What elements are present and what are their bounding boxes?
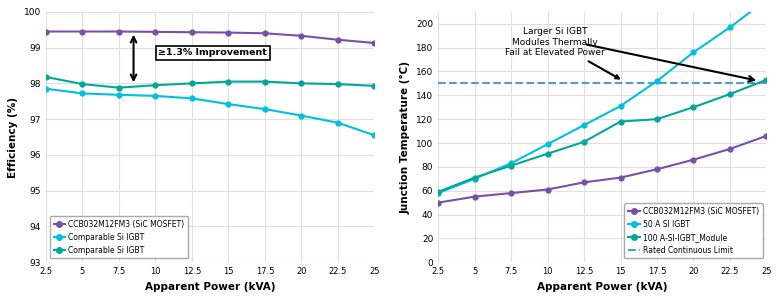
X-axis label: Apparent Power (kVA): Apparent Power (kVA) xyxy=(145,282,275,292)
Y-axis label: Efficiency (%): Efficiency (%) xyxy=(9,97,19,178)
X-axis label: Apparent Power (kVA): Apparent Power (kVA) xyxy=(537,282,668,292)
Legend: CCB032M12FM3 (SiC MOSFET), 50 A SI IGBT, 100 A-SI-IGBT_Module, Rated Continuous : CCB032M12FM3 (SiC MOSFET), 50 A SI IGBT,… xyxy=(624,203,763,258)
Text: Larger Si IGBT
Modules Thermally
Fail at Elevated Power: Larger Si IGBT Modules Thermally Fail at… xyxy=(505,27,619,79)
Text: ≥1.3% Improvement: ≥1.3% Improvement xyxy=(158,49,268,58)
Y-axis label: Junction Temperature (°C): Junction Temperature (°C) xyxy=(400,61,410,214)
Legend: CCB032M12FM3 (SiC MOSFET), Comparable Si IGBT, Comparable Si IGBT: CCB032M12FM3 (SiC MOSFET), Comparable Si… xyxy=(50,216,188,258)
